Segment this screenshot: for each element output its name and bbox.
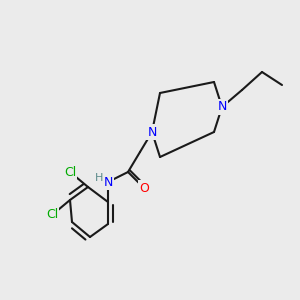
Text: N: N xyxy=(147,125,157,139)
Text: N: N xyxy=(103,176,113,188)
Text: N: N xyxy=(217,100,227,113)
Text: O: O xyxy=(139,182,149,194)
Text: Cl: Cl xyxy=(64,166,76,178)
Text: Cl: Cl xyxy=(46,208,58,221)
Text: H: H xyxy=(95,173,103,183)
